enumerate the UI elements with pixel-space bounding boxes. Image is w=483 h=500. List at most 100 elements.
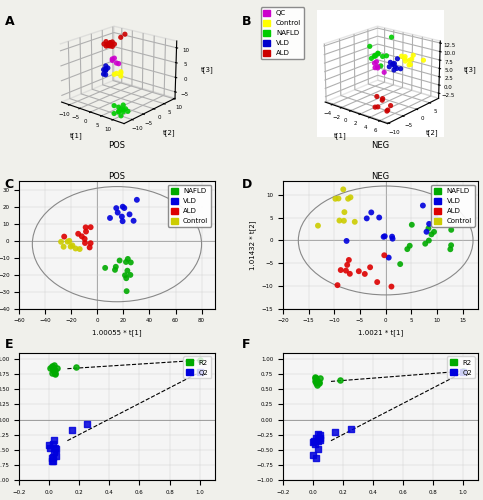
Point xyxy=(447,242,455,250)
Point xyxy=(337,266,344,274)
Point xyxy=(50,436,58,444)
Point xyxy=(311,374,319,382)
Point xyxy=(425,236,433,244)
Point xyxy=(351,218,358,226)
Point xyxy=(51,368,59,376)
Point xyxy=(196,368,203,376)
Point xyxy=(335,194,342,202)
Point xyxy=(49,454,57,462)
Point xyxy=(425,220,433,228)
Point xyxy=(380,233,387,241)
Point xyxy=(313,434,320,442)
Point xyxy=(127,271,134,279)
Point xyxy=(127,258,135,266)
Title: NEG: NEG xyxy=(371,142,390,150)
Point xyxy=(87,223,95,231)
Point xyxy=(48,362,56,370)
Y-axis label: t[2]: t[2] xyxy=(426,129,439,136)
Point xyxy=(312,374,319,382)
Point xyxy=(126,210,133,218)
Point xyxy=(436,216,443,224)
Point xyxy=(336,216,343,224)
Point xyxy=(116,256,124,264)
Point xyxy=(430,228,438,236)
Point xyxy=(50,440,57,448)
Point xyxy=(51,444,59,452)
Point xyxy=(355,267,363,275)
Point xyxy=(119,217,127,225)
Point xyxy=(87,239,95,247)
Point xyxy=(347,194,355,202)
X-axis label: t[1]: t[1] xyxy=(333,132,346,139)
Point xyxy=(111,266,119,274)
Point xyxy=(52,444,59,452)
Point xyxy=(316,434,324,442)
Point xyxy=(331,195,339,203)
Point xyxy=(312,377,320,385)
Point xyxy=(113,204,120,212)
Point xyxy=(81,239,89,247)
Point xyxy=(388,232,396,240)
Point xyxy=(53,364,60,372)
Legend: NAFLD, VLD, ALD, Control: NAFLD, VLD, ALD, Control xyxy=(431,185,475,227)
Point xyxy=(345,256,353,264)
Point xyxy=(347,424,355,432)
Point xyxy=(50,448,58,456)
Point xyxy=(50,362,58,370)
Point xyxy=(71,244,79,252)
Point xyxy=(49,457,57,465)
Point xyxy=(385,254,393,262)
Point xyxy=(48,369,56,377)
Point xyxy=(316,374,324,382)
Point xyxy=(81,235,88,243)
Text: C: C xyxy=(5,178,14,190)
Title: POS: POS xyxy=(109,172,126,180)
Point xyxy=(389,234,397,242)
Point xyxy=(64,238,71,246)
Point xyxy=(48,454,56,462)
Point xyxy=(316,432,324,440)
Point xyxy=(101,264,109,272)
Point xyxy=(122,274,130,282)
Point xyxy=(106,214,114,222)
Point xyxy=(312,377,319,385)
Point xyxy=(408,221,416,229)
Point xyxy=(68,426,76,434)
Point xyxy=(373,278,381,286)
Point xyxy=(86,244,94,252)
Point xyxy=(314,437,322,445)
Point xyxy=(368,208,375,216)
Point xyxy=(427,230,435,238)
Title: POS: POS xyxy=(109,142,126,150)
Text: D: D xyxy=(242,178,252,190)
Point xyxy=(340,217,348,225)
Point xyxy=(310,451,317,459)
Point xyxy=(48,457,56,465)
Point xyxy=(312,454,320,462)
Legend: NAFLD, VLD, ALD, Control: NAFLD, VLD, ALD, Control xyxy=(168,185,211,227)
Point xyxy=(123,287,130,295)
Point xyxy=(459,368,467,376)
Point xyxy=(112,263,120,271)
Text: F: F xyxy=(242,338,250,351)
Point xyxy=(124,255,132,263)
Point xyxy=(313,381,321,389)
Point xyxy=(315,378,323,386)
Point xyxy=(314,222,322,230)
Point xyxy=(119,202,127,210)
Point xyxy=(121,272,129,280)
Point xyxy=(312,378,319,386)
Point xyxy=(459,367,467,375)
Point xyxy=(312,440,319,448)
Point xyxy=(346,270,354,278)
Point xyxy=(387,282,395,290)
Point xyxy=(118,212,126,220)
Point xyxy=(52,452,59,460)
Point xyxy=(124,266,131,274)
Point xyxy=(60,243,68,251)
Point xyxy=(361,270,369,278)
Point xyxy=(312,380,320,388)
Point xyxy=(196,356,203,364)
Point xyxy=(419,202,427,209)
Point xyxy=(343,237,351,245)
